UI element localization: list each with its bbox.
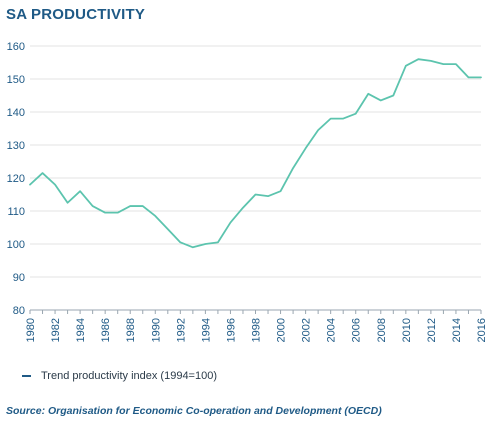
x-tick-label: 1982 xyxy=(50,318,62,342)
x-tick-label: 1992 xyxy=(175,318,187,342)
x-tick-label: 1984 xyxy=(75,318,87,342)
x-tick-label: 1986 xyxy=(100,318,112,342)
series-layer xyxy=(29,58,482,249)
legend: Trend productivity index (1994=100) xyxy=(22,370,217,382)
x-tick-label: 1980 xyxy=(25,318,37,342)
series-line xyxy=(29,58,482,249)
y-tick-label: 90 xyxy=(13,272,25,284)
x-tick-label: 2010 xyxy=(401,318,413,342)
x-tick-label: 1988 xyxy=(125,318,137,342)
y-tick-label: 140 xyxy=(7,107,25,119)
chart-title: SA PRODUCTIVITY xyxy=(6,6,146,23)
x-tick-label: 2008 xyxy=(376,318,388,342)
x-tick-label: 1998 xyxy=(251,318,263,342)
x-tick-label: 2002 xyxy=(301,318,313,342)
x-tick-label: 1996 xyxy=(225,318,237,342)
y-tick-label: 100 xyxy=(7,239,25,251)
y-tick-label: 160 xyxy=(7,41,25,53)
x-tick-label: 1990 xyxy=(150,318,162,342)
y-tick-label: 120 xyxy=(7,173,25,185)
source-note: Source: Organisation for Economic Co-ope… xyxy=(6,405,382,417)
y-tick-label: 150 xyxy=(7,74,25,86)
x-tick-label: 2016 xyxy=(476,318,488,342)
axes: 80 90 100 110 120 130 140 150 160 1980 1982 1984 198… xyxy=(7,41,488,342)
x-tick-label: 2012 xyxy=(426,318,438,342)
x-tick-label: 2004 xyxy=(326,318,338,342)
y-tick-label: 130 xyxy=(7,140,25,152)
gridlines xyxy=(30,45,481,311)
x-tick-label: 2006 xyxy=(351,318,363,342)
legend-label: Trend productivity index (1994=100) xyxy=(41,370,217,382)
y-tick-label: 110 xyxy=(7,206,25,218)
x-tick-label: 2014 xyxy=(451,318,463,342)
chart-plot: 80 90 100 110 120 130 140 150 160 1980 1982 1984 198… xyxy=(7,41,488,342)
x-tick-label: 1994 xyxy=(200,318,212,342)
legend-swatch xyxy=(22,375,31,377)
y-tick-label: 80 xyxy=(13,305,25,317)
x-tick-label: 2000 xyxy=(276,318,288,342)
